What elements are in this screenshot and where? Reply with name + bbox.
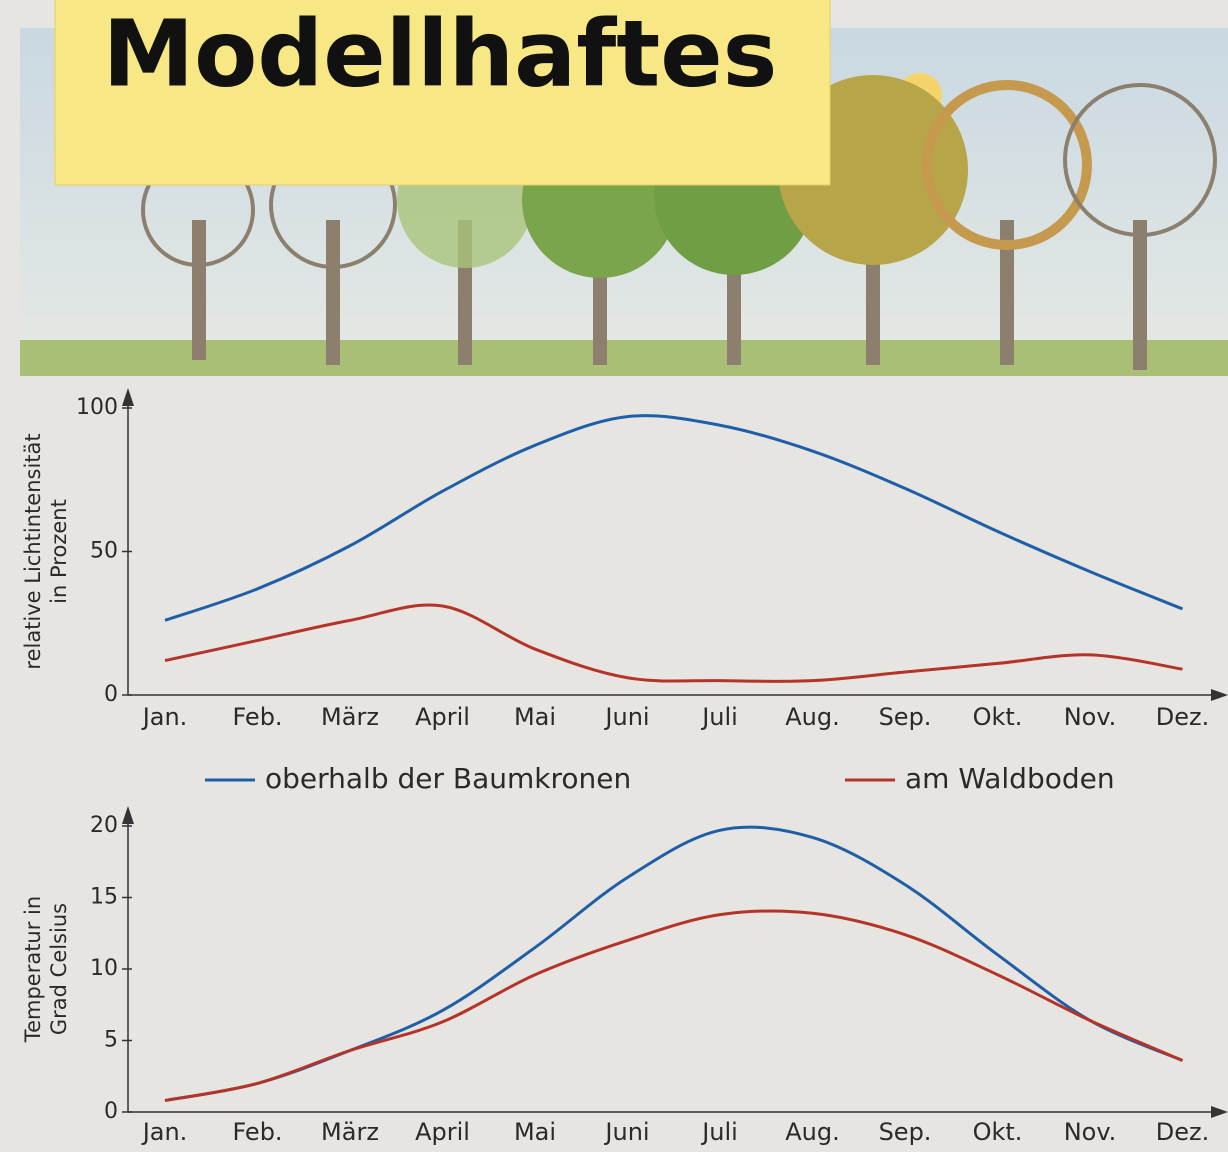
- x-tick-label: Dez.: [1156, 703, 1209, 731]
- data-line: [164, 603, 1183, 683]
- ground: [20, 340, 1228, 376]
- x-tick-label: März: [321, 703, 379, 731]
- x-tick-label: Juli: [700, 703, 738, 731]
- x-tick-label: Juni: [603, 1118, 649, 1146]
- note-text: Modellhaftes: [103, 0, 778, 107]
- x-tick-label: Mai: [514, 703, 556, 731]
- x-tick-label: Aug.: [785, 1118, 840, 1146]
- legend-label: am Waldboden: [905, 762, 1115, 795]
- x-tick-label: Mai: [514, 1118, 556, 1146]
- data-line: [164, 825, 1184, 1103]
- x-tick-label: Okt.: [973, 703, 1023, 731]
- x-tick-label: Feb.: [232, 703, 282, 731]
- x-axis-arrow: [1211, 1106, 1228, 1118]
- y-tick-label: 50: [90, 539, 118, 564]
- y-axis-arrow: [122, 806, 134, 824]
- x-tick-label: Dez.: [1156, 1118, 1209, 1146]
- y-tick-label: 20: [90, 813, 118, 838]
- x-tick-label: Juni: [603, 703, 649, 731]
- x-tick-label: Aug.: [785, 703, 840, 731]
- x-tick-label: Jan.: [141, 703, 188, 731]
- data-line: [164, 909, 1184, 1103]
- data-line: [164, 414, 1184, 622]
- x-tick-label: April: [415, 1118, 470, 1146]
- y-tick-label: 0: [104, 682, 118, 707]
- sticky-note: [54, 0, 831, 186]
- y-axis-label: Grad Celsius: [47, 903, 71, 1035]
- x-tick-label: März: [321, 1118, 379, 1146]
- x-tick-label: Sep.: [879, 703, 932, 731]
- y-axis-label: in Prozent: [47, 499, 71, 604]
- y-tick-label: 10: [90, 956, 118, 981]
- x-tick-label: Jan.: [141, 1118, 188, 1146]
- x-tick-label: Feb.: [232, 1118, 282, 1146]
- y-tick-label: 5: [104, 1028, 118, 1053]
- x-tick-label: Sep.: [879, 1118, 932, 1146]
- y-axis-arrow: [122, 388, 134, 406]
- x-tick-label: April: [415, 703, 470, 731]
- y-axis-label: relative Lichtintensität: [21, 433, 45, 669]
- legend-label: oberhalb der Baumkronen: [265, 762, 631, 795]
- x-axis-arrow: [1211, 689, 1228, 701]
- x-tick-label: Okt.: [973, 1118, 1023, 1146]
- y-tick-label: 100: [76, 395, 118, 420]
- y-tick-label: 15: [90, 885, 118, 910]
- y-axis-label: Temperatur in: [21, 896, 45, 1043]
- x-tick-label: Nov.: [1064, 1118, 1117, 1146]
- x-tick-label: Juli: [700, 1118, 738, 1146]
- x-tick-label: Nov.: [1064, 703, 1117, 731]
- y-tick-label: 0: [104, 1099, 118, 1124]
